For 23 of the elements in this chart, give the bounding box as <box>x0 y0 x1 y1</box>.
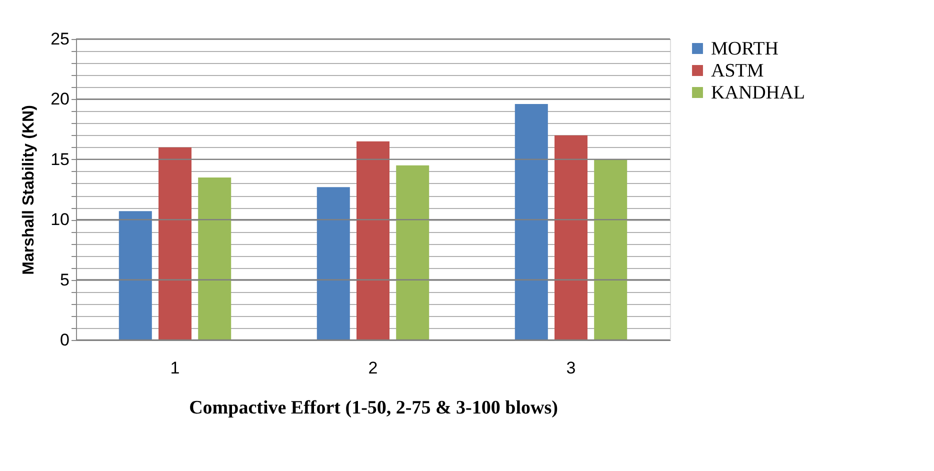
bar <box>158 147 192 340</box>
bar <box>396 165 430 340</box>
bar <box>118 211 152 340</box>
legend-label: KANDHAL <box>711 82 805 104</box>
y-tick-label: 0 <box>60 330 70 350</box>
bar <box>356 141 390 340</box>
bar <box>554 135 588 340</box>
y-tick-label: 5 <box>60 270 70 290</box>
legend-label: ASTM <box>711 60 764 82</box>
bar <box>514 104 548 340</box>
legend-label: MORTH <box>711 38 779 60</box>
y-tick-label: 15 <box>50 150 70 169</box>
x-tick-label: 3 <box>566 358 576 378</box>
y-tick-label: 10 <box>50 210 70 230</box>
y-tick-label: 25 <box>50 30 70 48</box>
x-tick-label: 1 <box>170 358 180 378</box>
bar <box>594 159 628 340</box>
bar <box>316 187 350 340</box>
y-tick-label: 20 <box>50 90 70 109</box>
y-axis-title: Marshall Stability (KN) <box>20 105 38 275</box>
bar <box>198 177 232 340</box>
x-tick-label: 2 <box>368 358 378 378</box>
x-axis-title: Compactive Effort (1-50, 2-75 & 3-100 blows) <box>189 398 558 418</box>
